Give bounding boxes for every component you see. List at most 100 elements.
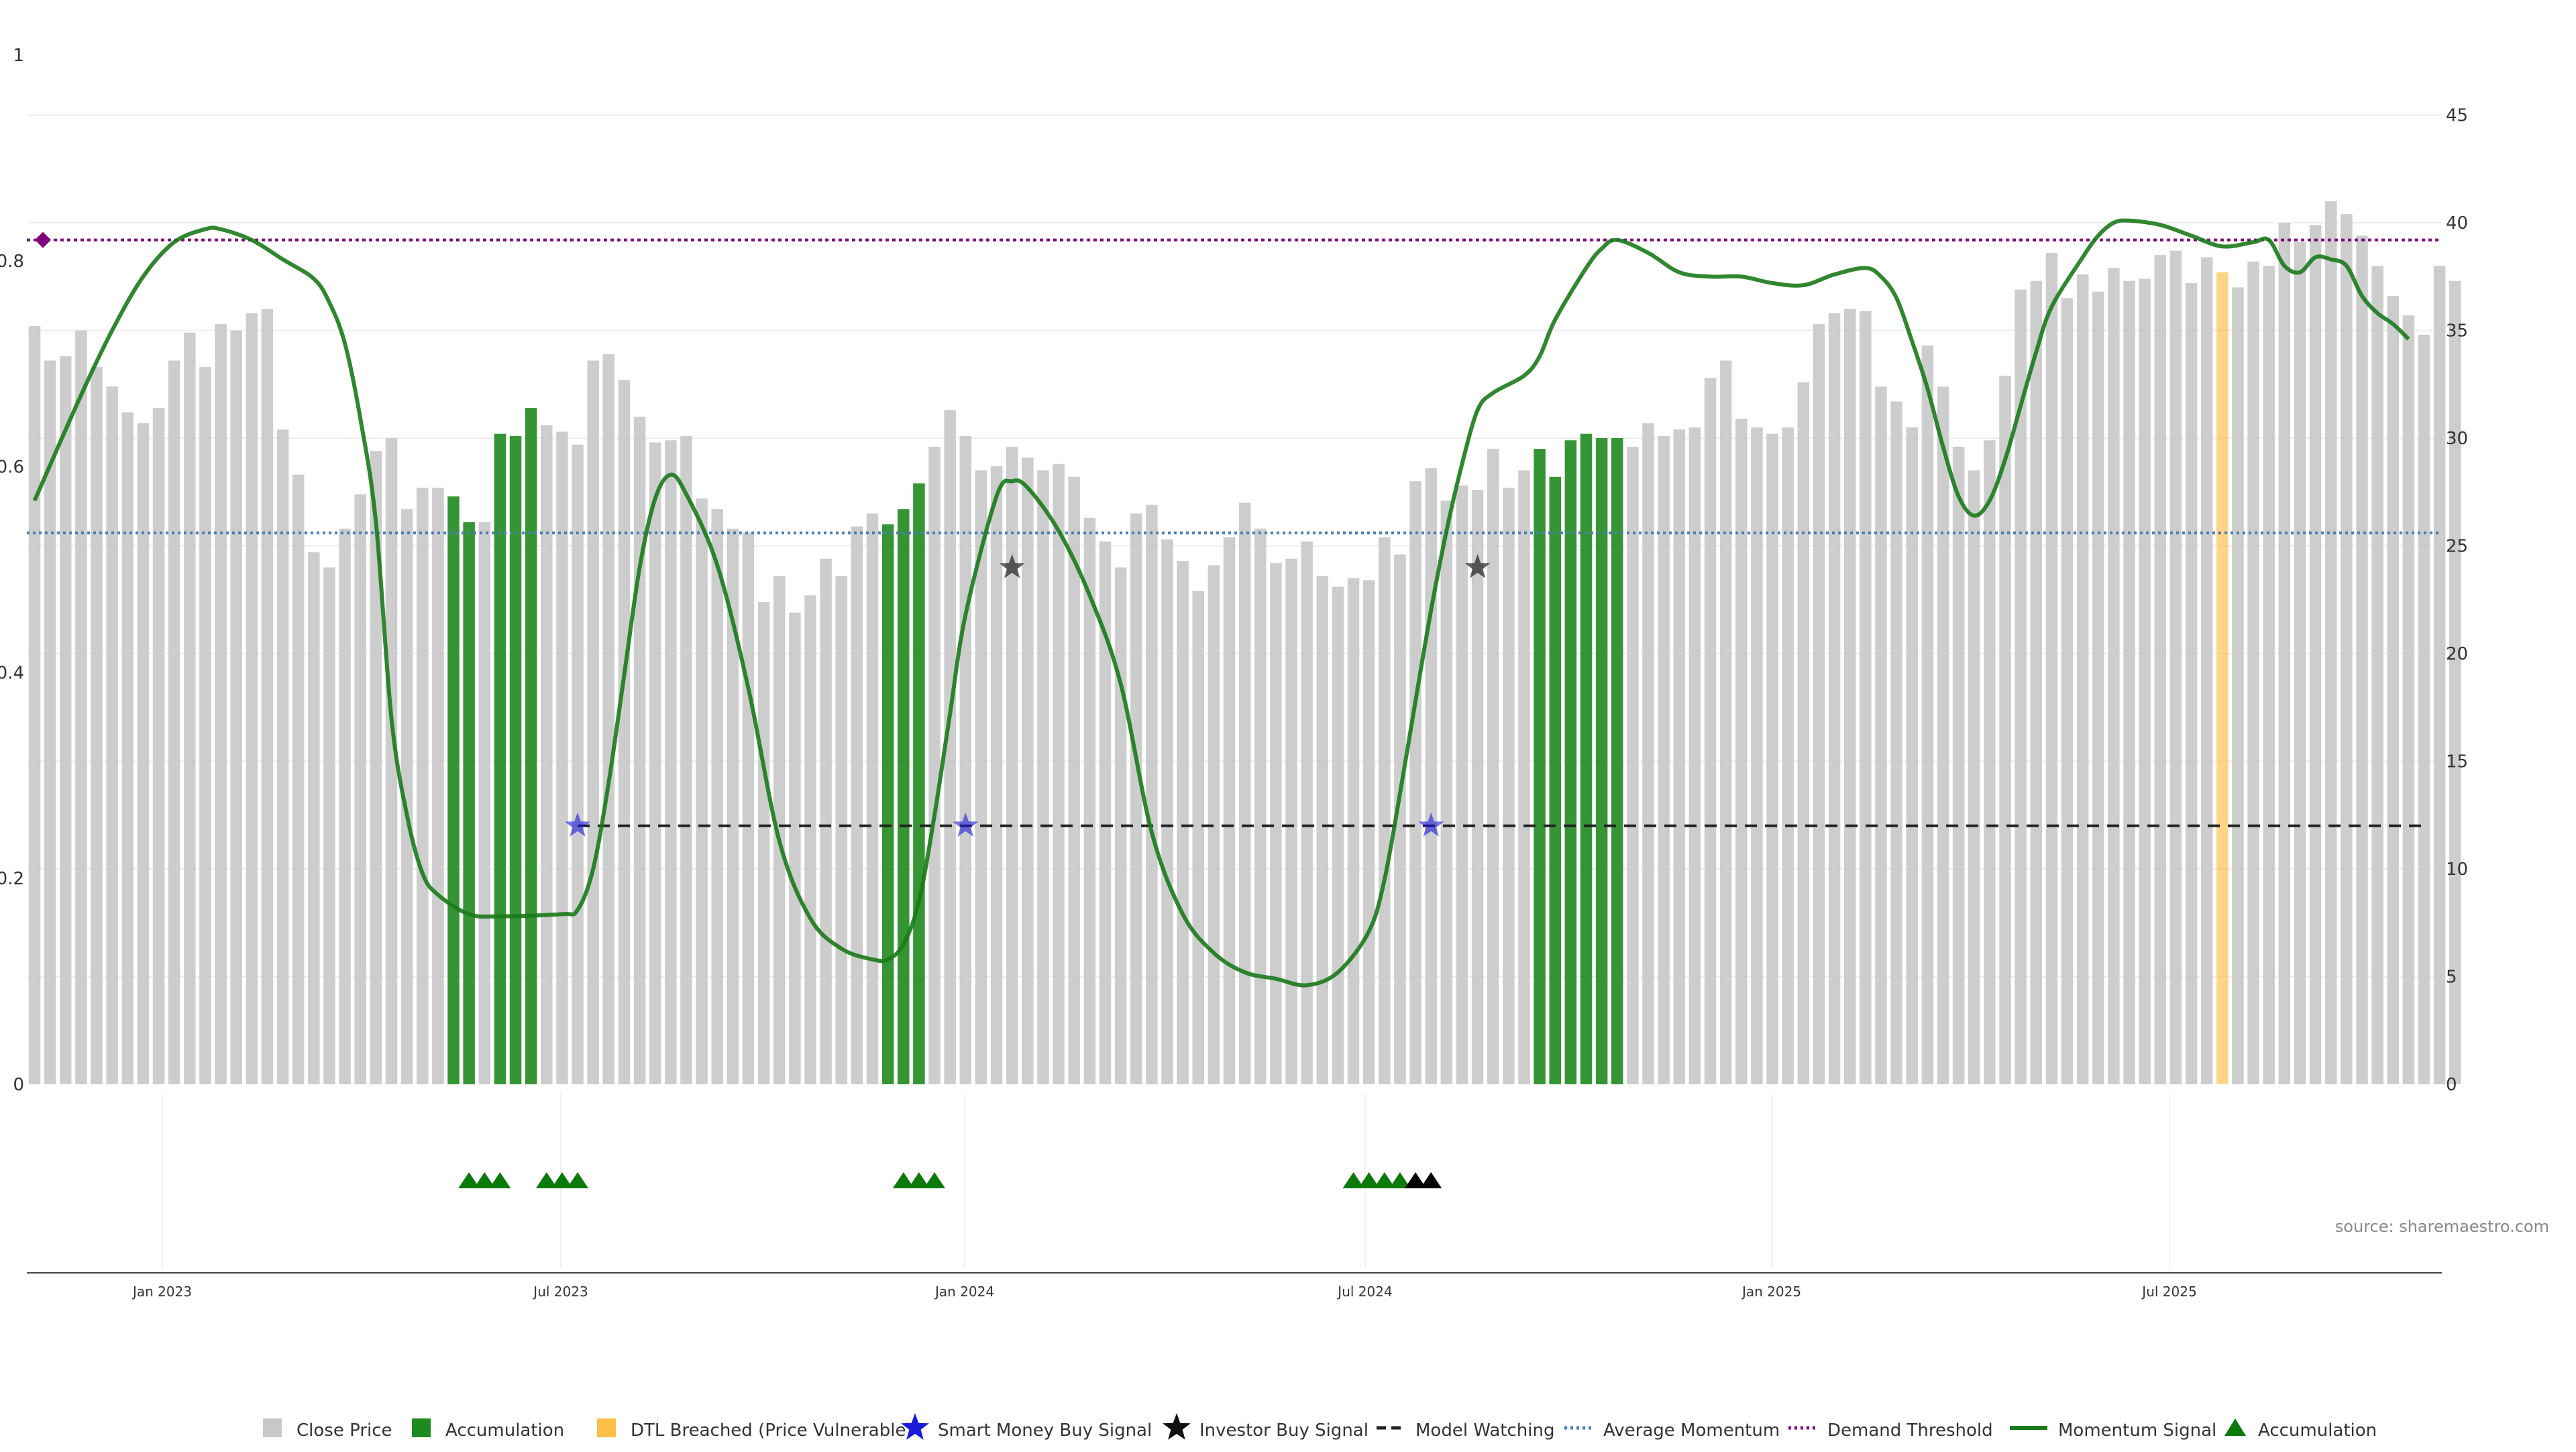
close-price-bar bbox=[2263, 266, 2275, 1085]
close-price-bar bbox=[1766, 433, 1778, 1084]
right-tick-label: 0 bbox=[2446, 1075, 2457, 1095]
close-price-bar bbox=[478, 522, 491, 1084]
close-price-bar bbox=[928, 446, 941, 1084]
close-price-bar bbox=[199, 367, 211, 1084]
smart-money-star bbox=[953, 812, 979, 837]
accumulation-triangle bbox=[1358, 1172, 1380, 1188]
close-price-bar bbox=[680, 435, 692, 1084]
close-price-bar bbox=[2154, 255, 2167, 1084]
close-price-bar bbox=[1487, 449, 1499, 1084]
accumulation-triangle bbox=[458, 1172, 480, 1188]
investor-triangle bbox=[1405, 1172, 1427, 1188]
left-tick-label: 0.8 bbox=[0, 252, 24, 272]
close-price-bar bbox=[2356, 236, 2368, 1084]
close-price-bar bbox=[1999, 375, 2011, 1085]
close-price-bar bbox=[28, 326, 41, 1085]
close-price-bar bbox=[1875, 386, 1887, 1085]
close-price-bar bbox=[541, 425, 553, 1084]
close-price-bar bbox=[1952, 446, 1965, 1084]
accumulation-triangle bbox=[551, 1172, 573, 1188]
investor-star bbox=[1464, 554, 1491, 578]
close-price-bar bbox=[2169, 250, 2182, 1085]
close-price-bar bbox=[1627, 446, 1639, 1084]
close-price-bar bbox=[1146, 505, 1158, 1084]
close-price-bar bbox=[1394, 554, 1406, 1084]
accumulation-bar bbox=[447, 496, 460, 1084]
close-price-bar bbox=[2200, 257, 2213, 1084]
smart-money-star-icon bbox=[901, 1413, 929, 1440]
right-tick-label: 35 bbox=[2446, 321, 2468, 342]
close-price-bar bbox=[1704, 378, 1717, 1084]
accumulation-bar bbox=[525, 408, 537, 1084]
close-price-bar bbox=[1022, 457, 1034, 1084]
close-price-bar bbox=[2045, 252, 2058, 1085]
close-price-bar bbox=[1937, 386, 1949, 1085]
dtl-bar bbox=[2216, 272, 2229, 1085]
accumulation-triangle bbox=[1342, 1172, 1364, 1188]
legend-item: Smart Money Buy Signal bbox=[901, 1413, 1152, 1441]
close-price-bar bbox=[2309, 225, 2322, 1085]
close-price-bar bbox=[1238, 503, 1251, 1084]
x-tick-label: Jan 2024 bbox=[934, 1284, 994, 1300]
accumulation-bar bbox=[1611, 438, 1623, 1084]
close-price-bar bbox=[1301, 541, 1313, 1084]
close-price-bar bbox=[1316, 576, 1329, 1084]
close-price-bar bbox=[1083, 517, 1096, 1084]
close-price-bar bbox=[1068, 476, 1080, 1084]
accumulation-bar bbox=[494, 433, 506, 1084]
close-price-bar bbox=[2232, 287, 2244, 1084]
close-price-bar bbox=[1503, 487, 1515, 1084]
close-price-bar bbox=[246, 313, 258, 1084]
close-price-bar bbox=[866, 513, 879, 1084]
close-price-bar bbox=[1037, 470, 1049, 1084]
close-price-bar bbox=[1425, 468, 1437, 1084]
close-price-bar bbox=[106, 386, 118, 1085]
investor-star bbox=[999, 554, 1025, 578]
x-tick-label: Jan 2023 bbox=[131, 1284, 192, 1300]
close-price-bar bbox=[2123, 280, 2135, 1084]
close-price-bar bbox=[75, 330, 87, 1084]
smart-money-star bbox=[565, 812, 591, 837]
close-price-bar bbox=[2294, 242, 2306, 1084]
left-tick-label: 0.6 bbox=[0, 458, 24, 478]
close-price-bar bbox=[339, 528, 351, 1084]
close-price-bar bbox=[1130, 513, 1142, 1084]
close-price-bar bbox=[292, 474, 305, 1084]
close-price-bar bbox=[2061, 298, 2074, 1085]
right-tick-label: 5 bbox=[2446, 968, 2457, 988]
close-price-bar bbox=[1968, 470, 1980, 1084]
close-price-bar bbox=[2247, 261, 2259, 1084]
accumulation-bar bbox=[1580, 433, 1593, 1084]
close-price-bar bbox=[975, 470, 987, 1084]
left-tick-label: 0.2 bbox=[0, 869, 24, 889]
close-price-bar bbox=[1254, 528, 1267, 1084]
close-price-bar bbox=[308, 552, 320, 1084]
legend-item: Accumulation bbox=[412, 1418, 564, 1441]
close-price-bar bbox=[2076, 274, 2089, 1084]
close-price-bar bbox=[1921, 345, 1934, 1084]
right-tick-label: 15 bbox=[2446, 752, 2468, 772]
close-price-bar bbox=[1192, 590, 1204, 1084]
close-price-bar bbox=[633, 416, 646, 1084]
legend-item: Demand Threshold bbox=[1788, 1420, 1993, 1441]
close-price-bar bbox=[572, 444, 584, 1084]
close-price-bar bbox=[370, 451, 382, 1084]
close-price-bar bbox=[587, 360, 599, 1085]
close-price-bar bbox=[168, 360, 180, 1085]
close-price-bar bbox=[711, 509, 723, 1084]
close-price-bar bbox=[742, 533, 755, 1084]
close-price-bar bbox=[1285, 558, 1297, 1084]
close-price-bar bbox=[2433, 266, 2446, 1085]
accumulation-triangle-icon bbox=[2224, 1418, 2246, 1436]
close-price-bar bbox=[820, 558, 832, 1084]
close-price-bar bbox=[1751, 427, 1763, 1084]
close-price-bar bbox=[2371, 266, 2383, 1085]
markers-layer bbox=[458, 554, 1491, 1188]
close-price-bar bbox=[1890, 401, 1902, 1084]
close-price-bar bbox=[2278, 223, 2291, 1084]
accumulation-triangle bbox=[892, 1172, 914, 1188]
momentum-signal-line bbox=[32, 218, 2410, 988]
close-price-bar bbox=[261, 309, 274, 1084]
accumulation-triangle bbox=[489, 1172, 511, 1188]
